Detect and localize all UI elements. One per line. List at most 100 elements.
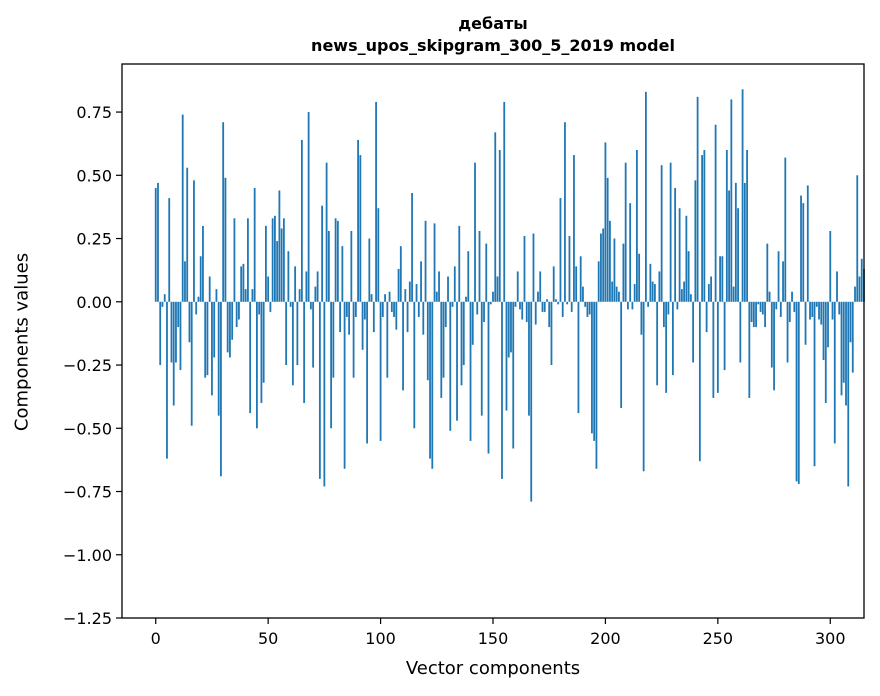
bar — [714, 124, 717, 302]
bar — [640, 301, 643, 335]
bar — [489, 301, 492, 305]
bar — [402, 301, 404, 391]
bar — [669, 162, 672, 302]
bar — [420, 261, 422, 302]
bar — [703, 150, 706, 302]
bar — [435, 291, 438, 302]
bar — [159, 301, 162, 366]
bar — [836, 271, 838, 302]
bar — [728, 190, 730, 302]
bar — [370, 294, 373, 302]
bar — [285, 301, 288, 366]
x-tick-label: 50 — [258, 629, 278, 648]
bar — [289, 301, 292, 307]
y-tick-label: 0.50 — [76, 166, 112, 185]
bar — [743, 182, 746, 302]
bar — [224, 177, 227, 302]
bar — [372, 301, 375, 333]
bar — [573, 155, 575, 302]
bar — [768, 291, 771, 302]
bar — [591, 301, 593, 434]
bar — [791, 291, 793, 302]
bar — [294, 266, 297, 302]
bar — [512, 301, 515, 449]
bar — [725, 150, 728, 302]
bar — [761, 301, 764, 315]
bar — [586, 301, 589, 317]
bar — [815, 301, 818, 307]
bar — [609, 220, 611, 302]
bar — [357, 139, 359, 302]
bar — [667, 301, 670, 315]
bar — [271, 218, 274, 302]
bar — [676, 301, 679, 310]
bar — [287, 251, 290, 302]
bar — [649, 263, 652, 302]
bar — [597, 261, 600, 302]
bar — [492, 291, 494, 302]
bar — [498, 150, 501, 302]
bar — [395, 301, 398, 330]
bar — [579, 256, 582, 302]
bar — [426, 301, 429, 381]
bar — [339, 301, 341, 333]
bar — [384, 294, 386, 302]
bar — [184, 261, 186, 302]
bar — [303, 301, 306, 403]
bar — [559, 198, 562, 302]
bar — [238, 301, 240, 320]
bar — [802, 203, 805, 302]
bar — [300, 139, 303, 302]
bar — [296, 301, 299, 366]
bar — [366, 301, 368, 444]
bar — [327, 230, 330, 302]
bar — [208, 276, 211, 302]
x-tick-label: 300 — [815, 629, 846, 648]
bar — [820, 301, 823, 325]
bar — [818, 301, 820, 320]
bar — [188, 301, 191, 343]
bar — [627, 301, 629, 310]
bar — [604, 142, 607, 302]
bar — [168, 198, 171, 302]
chart-title: дебаты — [458, 14, 528, 33]
bar — [505, 301, 508, 411]
bar — [845, 301, 847, 406]
bar — [674, 187, 677, 302]
bar — [539, 271, 542, 302]
bar — [838, 301, 841, 315]
bar — [642, 301, 645, 472]
bar — [175, 301, 177, 363]
bar — [467, 251, 470, 302]
chart-subtitle: news_upos_skipgram_300_5_2019 model — [311, 36, 675, 55]
bar — [689, 294, 692, 302]
bar — [827, 301, 829, 348]
bar — [685, 215, 688, 302]
bar — [483, 301, 485, 323]
bar — [656, 301, 659, 386]
bar — [555, 299, 557, 302]
bar — [752, 301, 755, 328]
bar — [645, 91, 647, 302]
bar — [638, 253, 641, 302]
bar — [775, 301, 778, 310]
bar — [548, 301, 551, 328]
y-tick-label: 0.75 — [76, 103, 112, 122]
bar — [350, 230, 353, 302]
x-tick-label: 200 — [590, 629, 621, 648]
bar — [251, 289, 254, 302]
bar — [566, 301, 569, 305]
bar — [211, 301, 213, 396]
bar — [244, 289, 247, 302]
bar — [618, 291, 620, 302]
bar — [267, 276, 270, 302]
bar — [447, 276, 449, 302]
bar — [671, 301, 674, 376]
bar — [276, 241, 279, 302]
bar — [453, 266, 456, 302]
bar — [379, 301, 382, 441]
bar — [503, 101, 506, 302]
bar — [181, 114, 184, 302]
bar — [179, 301, 182, 371]
bar — [701, 155, 704, 302]
